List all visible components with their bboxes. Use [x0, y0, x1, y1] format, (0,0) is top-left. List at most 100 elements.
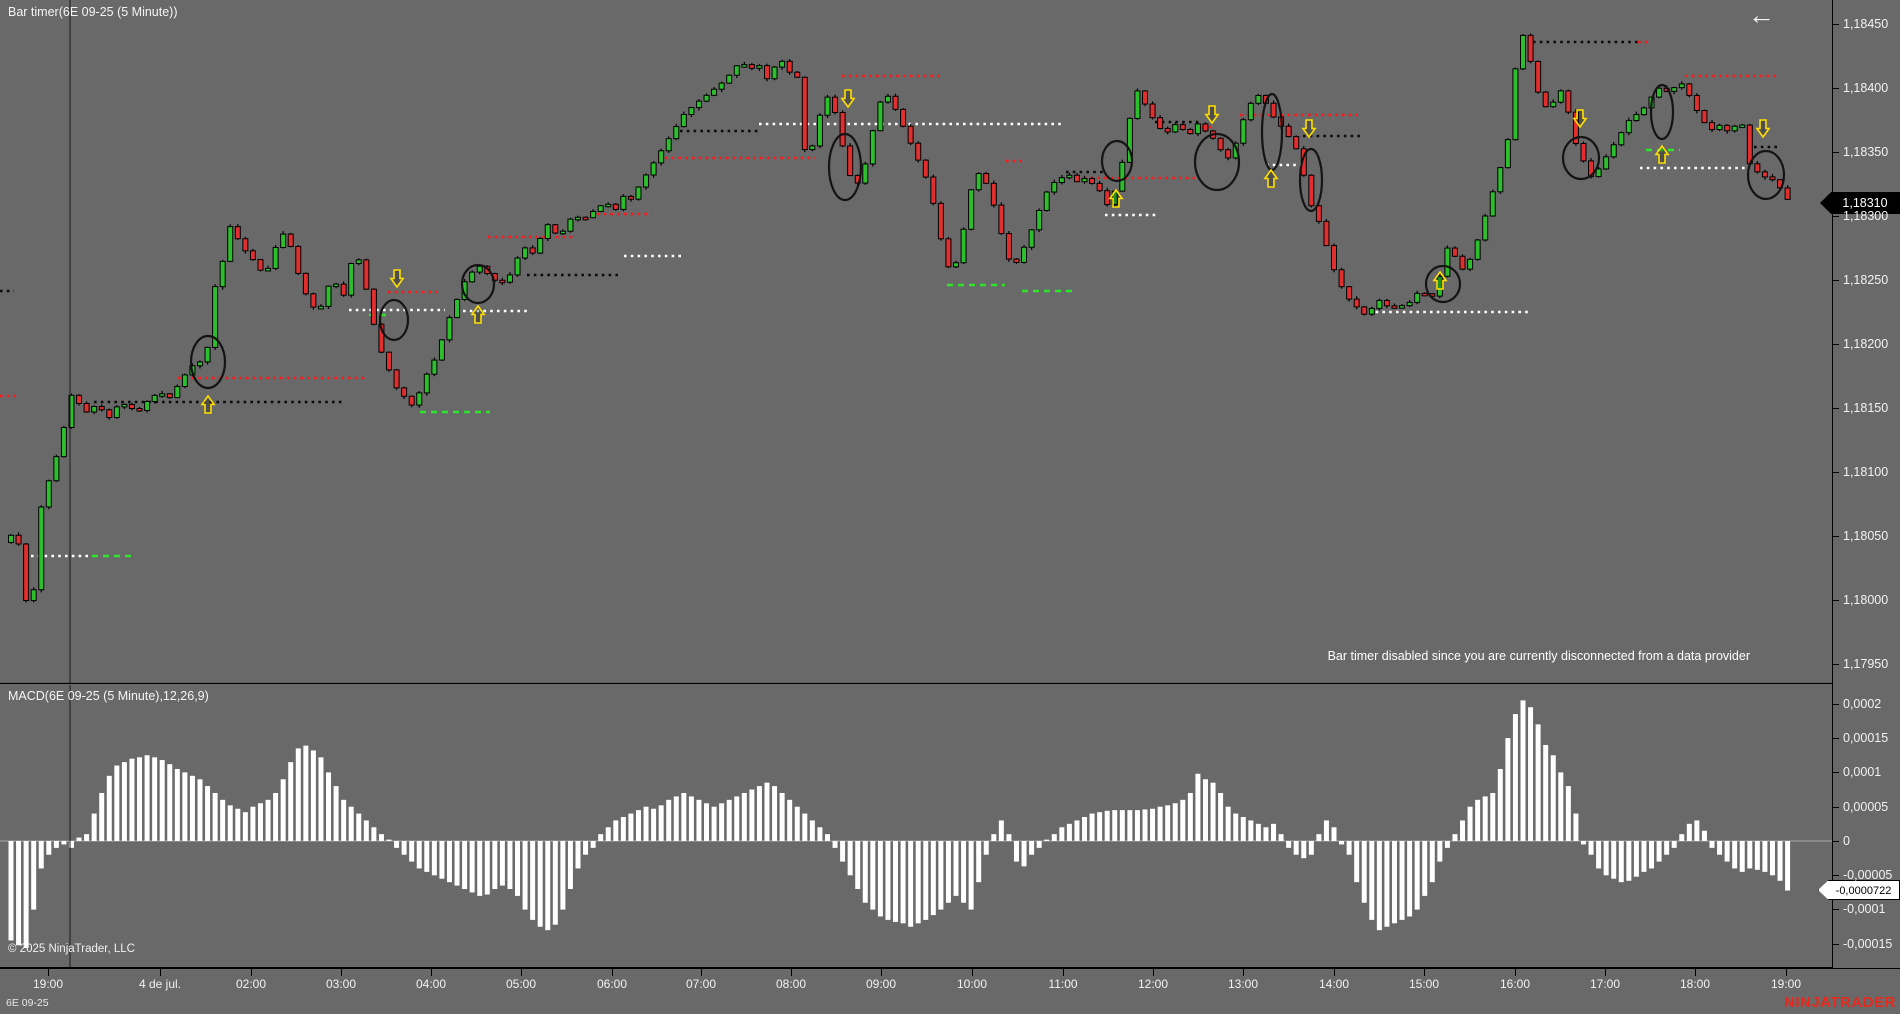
- candle-body-up: [665, 138, 672, 152]
- candle-body-down: [128, 403, 135, 410]
- candle: [454, 298, 461, 319]
- macd-histogram-bar: [1029, 841, 1035, 855]
- candle: [559, 229, 566, 236]
- buy-arrow-icon[interactable]: [200, 394, 216, 414]
- ellipse-drawing[interactable]: [1193, 132, 1241, 192]
- sell-arrow-icon[interactable]: [840, 89, 856, 109]
- time-axis[interactable]: 19:00 4 de jul. 02:00 03:00 04:00 05:00 06:00 0…: [0, 968, 1900, 994]
- ellipse-drawing[interactable]: [1649, 83, 1675, 141]
- macd-histogram-bar: [870, 841, 876, 910]
- candle-body-down: [1157, 117, 1164, 129]
- macd-histogram-bar: [1732, 841, 1738, 869]
- candle-body-up: [1444, 247, 1451, 277]
- macd-histogram-bar: [1323, 820, 1329, 841]
- candle-body-down: [1293, 136, 1300, 150]
- candle: [1028, 229, 1035, 250]
- price-chart-canvas[interactable]: [0, 0, 1832, 684]
- macd-histogram-bar: [1331, 827, 1337, 841]
- macd-histogram-bar: [280, 779, 286, 841]
- time-axis-label: 4 de jul.: [138, 977, 182, 991]
- buy-arrow-icon[interactable]: [1654, 144, 1670, 164]
- candle-body-down: [998, 204, 1005, 235]
- current-macd-value-marker: -0,0000722: [1818, 880, 1900, 900]
- candle-body-up: [597, 205, 604, 212]
- ellipse-drawing[interactable]: [1746, 149, 1786, 201]
- buy-arrow-icon[interactable]: [1432, 270, 1448, 290]
- time-axis-label: 19:00: [32, 977, 64, 991]
- macd-histogram-bar: [1535, 724, 1541, 841]
- candle: [1383, 298, 1390, 309]
- buy-arrow-icon[interactable]: [470, 304, 486, 324]
- ellipse-drawing[interactable]: [189, 334, 227, 390]
- candle: [718, 81, 725, 93]
- candle: [1225, 147, 1232, 161]
- price-axis-label: 1,18400: [1843, 81, 1889, 95]
- macd-chart-canvas[interactable]: [0, 685, 1832, 968]
- sell-arrow-icon[interactable]: [1301, 119, 1317, 139]
- macd-histogram-bar: [719, 803, 725, 841]
- candle-body-up: [1512, 68, 1519, 141]
- candle: [1497, 166, 1504, 194]
- ellipse-drawing[interactable]: [1100, 139, 1134, 183]
- candle: [98, 404, 105, 412]
- candle: [1512, 67, 1519, 141]
- macd-histogram-bar: [1709, 841, 1715, 848]
- candle: [1467, 257, 1474, 272]
- macd-histogram-bar: [968, 841, 974, 910]
- candle-body-up: [1739, 124, 1746, 129]
- buy-arrow-icon[interactable]: [1108, 188, 1124, 208]
- candle-body-down: [1142, 90, 1148, 105]
- ellipse-drawing[interactable]: [1260, 92, 1284, 172]
- macd-histogram-bar: [38, 841, 44, 869]
- candle-body-up: [355, 259, 362, 264]
- candle: [703, 93, 710, 103]
- sell-arrow-icon[interactable]: [1204, 105, 1220, 125]
- candle-body-up: [695, 100, 702, 109]
- candle-body-down: [1784, 187, 1791, 200]
- ellipse-drawing[interactable]: [1561, 135, 1601, 181]
- back-arrow-icon[interactable]: ←: [1748, 0, 1775, 30]
- candle-body-up: [1036, 209, 1043, 231]
- sell-arrow-icon[interactable]: [1572, 109, 1588, 129]
- candle: [197, 360, 203, 369]
- macd-histogram-bar: [1701, 830, 1707, 841]
- candle: [915, 141, 922, 163]
- candle-body-up: [1081, 178, 1088, 183]
- macd-histogram-bar: [552, 841, 558, 925]
- candle: [1739, 123, 1746, 129]
- candle-body-up: [1656, 87, 1663, 98]
- candle: [1096, 180, 1103, 193]
- candle: [1678, 81, 1685, 90]
- macd-histogram-bar: [356, 813, 362, 841]
- price-chart-panel[interactable]: Bar timer(6E 09-25 (5 Minute)) Bar timer…: [0, 0, 1832, 684]
- candle-body-down: [801, 76, 808, 151]
- macd-panel[interactable]: MACD(6E 09-25 (5 Minute),12,26,9) © 2025…: [0, 685, 1832, 968]
- ellipse-drawing[interactable]: [1298, 147, 1324, 213]
- buy-arrow-icon[interactable]: [1263, 168, 1279, 188]
- candle-body-up: [317, 305, 324, 310]
- macd-histogram-bar: [1278, 834, 1284, 841]
- macd-histogram-bar: [1172, 803, 1178, 841]
- candle-body-up: [1595, 168, 1602, 178]
- ellipse-drawing[interactable]: [460, 263, 496, 305]
- ellipse-drawing[interactable]: [1424, 264, 1462, 304]
- instrument-tab[interactable]: 6E 09-25: [6, 997, 49, 1009]
- candle: [643, 173, 650, 190]
- macd-histogram-bar: [348, 806, 354, 841]
- candle-body-down: [1104, 190, 1111, 206]
- candle: [862, 161, 869, 185]
- candle: [408, 395, 415, 408]
- time-axis-tick: [251, 969, 252, 976]
- ellipse-drawing[interactable]: [378, 298, 410, 342]
- macd-histogram-bar: [930, 841, 936, 916]
- macd-histogram-bar: [401, 841, 407, 855]
- ellipse-drawing[interactable]: [827, 132, 863, 202]
- macd-histogram-bar: [832, 841, 838, 848]
- candle: [741, 61, 748, 68]
- macd-histogram-bar: [469, 841, 475, 893]
- sell-arrow-icon[interactable]: [1755, 119, 1771, 139]
- macd-histogram-bar: [855, 841, 861, 890]
- macd-histogram-bar: [1603, 841, 1609, 876]
- sell-arrow-icon[interactable]: [389, 269, 405, 289]
- candle-body-down: [1459, 255, 1466, 270]
